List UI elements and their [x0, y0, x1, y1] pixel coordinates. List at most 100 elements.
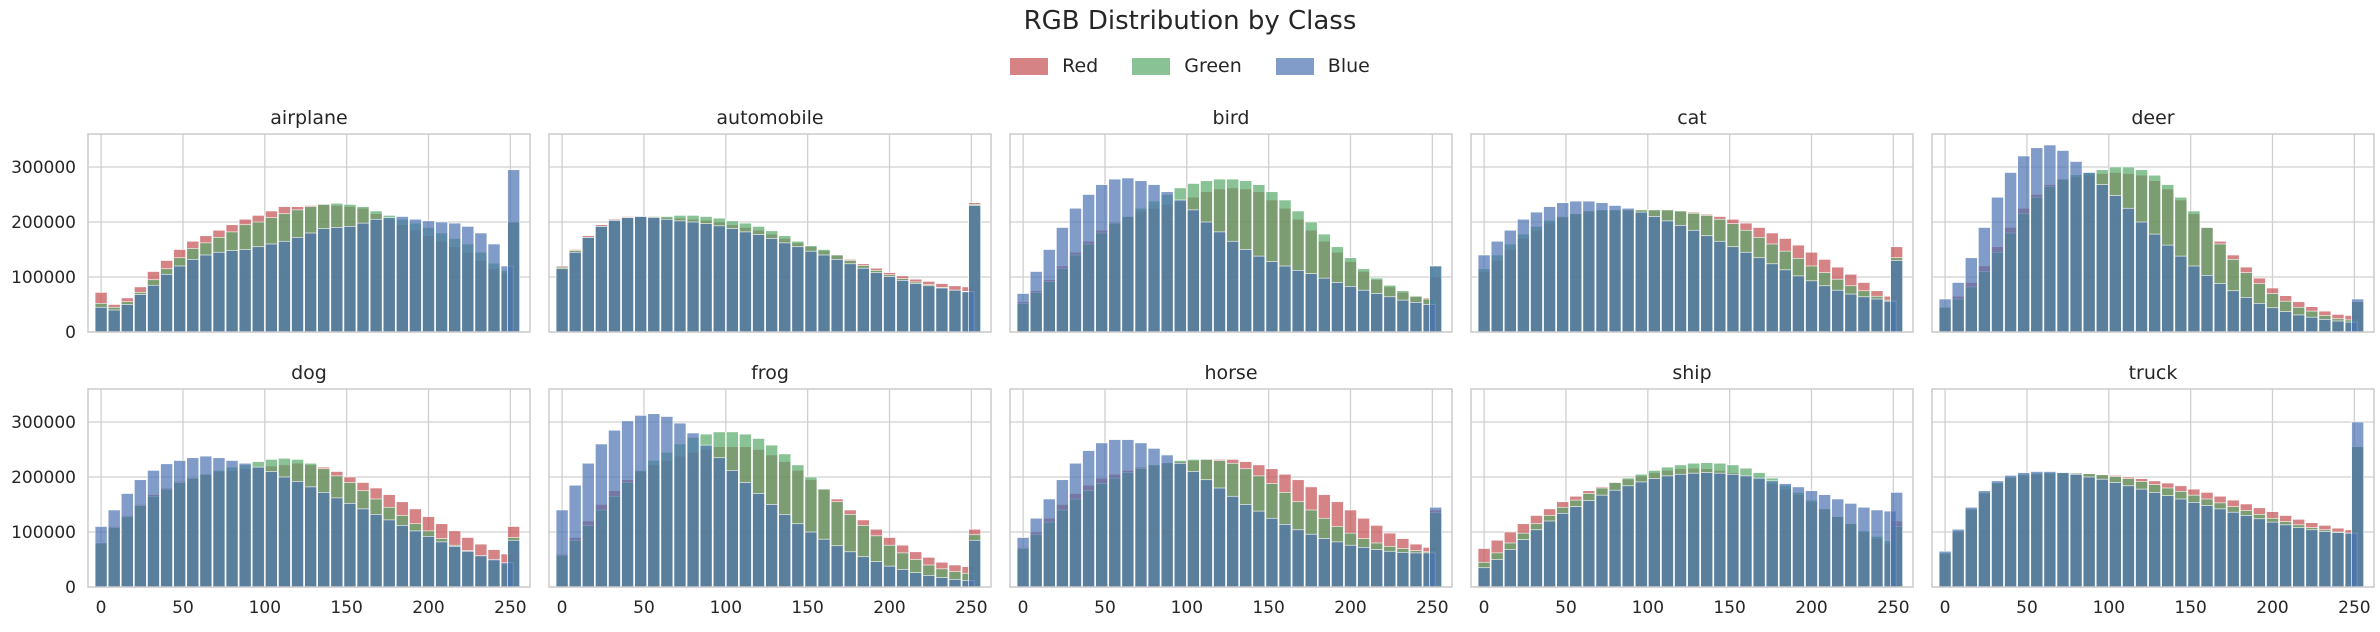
bar-blue	[1160, 191, 1174, 333]
bar-blue	[343, 503, 357, 588]
bar-blue	[1595, 202, 1609, 333]
bar-blue	[2187, 501, 2201, 588]
bar-blue	[304, 486, 317, 588]
panel-frame	[1470, 388, 1914, 588]
bar-blue	[555, 509, 569, 588]
bar-blue	[1082, 450, 1095, 588]
bar-blue	[2239, 297, 2253, 333]
bar-blue	[1082, 194, 1095, 333]
panel-frame	[1931, 133, 2375, 333]
legend-label-red: Red	[1062, 55, 1099, 77]
bar-blue	[1661, 220, 1674, 333]
bar-blue	[120, 304, 134, 333]
bar-blue	[1634, 481, 1648, 588]
bar-blue	[1938, 550, 1952, 588]
bar-blue	[448, 545, 462, 588]
bar-blue	[1477, 254, 1491, 333]
bar-blue	[186, 457, 200, 588]
bar-blue	[673, 422, 687, 588]
panel-ship: ship 0 50 100 150 200 250	[1470, 362, 1914, 618]
bar-blue	[1490, 559, 1504, 588]
x-tick-label: 250	[1877, 598, 1909, 618]
panel-frog: frog 0 50 100 150 200 250	[548, 362, 992, 618]
bar-blue	[778, 242, 792, 333]
bar-blue	[1108, 178, 1122, 333]
bar-blue	[1396, 552, 1410, 588]
bar-blue	[1938, 298, 1952, 333]
panel-title: horse	[1204, 362, 1257, 384]
bar-blue	[343, 226, 357, 333]
x-tick-label: 250	[955, 598, 987, 618]
bar-blue	[1304, 533, 1318, 588]
bar-blue	[409, 530, 422, 588]
bar-blue	[686, 221, 700, 333]
bar-blue	[791, 246, 805, 333]
bar-blue	[1530, 529, 1543, 588]
bar-blue	[395, 216, 409, 333]
bar-blue	[712, 457, 726, 588]
bar-blue	[968, 205, 981, 333]
panel-title: truck	[2129, 362, 2178, 384]
bar-blue	[1029, 271, 1043, 333]
bar-blue	[791, 523, 805, 588]
bar-blue	[1409, 301, 1423, 333]
x-tick-label: 100	[249, 598, 281, 618]
panel-title: cat	[1677, 107, 1707, 129]
panel-deer: deer	[1931, 107, 2375, 333]
bar-blue	[1503, 229, 1517, 333]
bar-blue	[1674, 225, 1687, 333]
bar-blue	[1739, 251, 1753, 333]
x-tick-label: 150	[1252, 598, 1284, 618]
bar-blue	[1357, 289, 1370, 333]
panel-bird: bird	[1009, 107, 1453, 333]
bar-blue	[968, 539, 981, 588]
bar-blue	[568, 251, 582, 333]
bar-blue	[2148, 233, 2161, 333]
bar-blue	[1805, 490, 1818, 588]
bar-blue	[2253, 303, 2266, 333]
bar-blue	[856, 556, 870, 588]
bar-blue	[1056, 227, 1069, 333]
legend: Red Green Blue	[0, 55, 2380, 77]
bar-blue	[1370, 549, 1384, 588]
bar-blue	[1147, 448, 1161, 588]
x-tick-label: 250	[494, 598, 526, 618]
bar-blue	[2095, 478, 2109, 588]
bar-blue	[369, 514, 383, 588]
bar-blue	[160, 273, 173, 333]
bar-blue	[1792, 275, 1805, 333]
bar-blue	[2122, 485, 2135, 588]
bar-blue	[1357, 547, 1370, 588]
legend-item-blue: Blue	[1275, 55, 1370, 77]
x-tick-label: 150	[2174, 598, 2206, 618]
panel-frame	[87, 133, 531, 333]
bar-blue	[883, 276, 896, 333]
legend-item-green: Green	[1132, 55, 1242, 77]
bar-blue	[896, 569, 909, 588]
bar-blue	[726, 228, 739, 333]
bar-blue	[474, 555, 488, 588]
bar-blue	[712, 225, 726, 333]
bar-blue	[1226, 495, 1239, 588]
bar-blue	[1890, 492, 1903, 588]
bar-blue	[1429, 265, 1442, 333]
bar-blue	[2109, 482, 2122, 588]
bar-blue	[1187, 471, 1200, 588]
bar-blue	[212, 457, 226, 588]
bar-blue	[1991, 196, 2004, 333]
bar-blue	[1648, 216, 1661, 333]
bar-blue	[1857, 296, 1871, 333]
bar-blue	[291, 237, 304, 333]
bar-blue	[2056, 472, 2070, 588]
bar-blue	[1029, 517, 1043, 588]
x-tick-label: 200	[2256, 598, 2288, 618]
y-tick-label: 100000	[11, 268, 76, 288]
bar-blue	[1147, 184, 1161, 333]
x-tick-label: 250	[2338, 598, 2370, 618]
bar-blue	[238, 462, 252, 588]
bar-blue	[1726, 473, 1740, 588]
bar-blue	[1831, 498, 1845, 588]
bar-blue	[2331, 320, 2345, 333]
bar-blue	[2017, 155, 2030, 333]
bar-blue	[765, 238, 778, 333]
